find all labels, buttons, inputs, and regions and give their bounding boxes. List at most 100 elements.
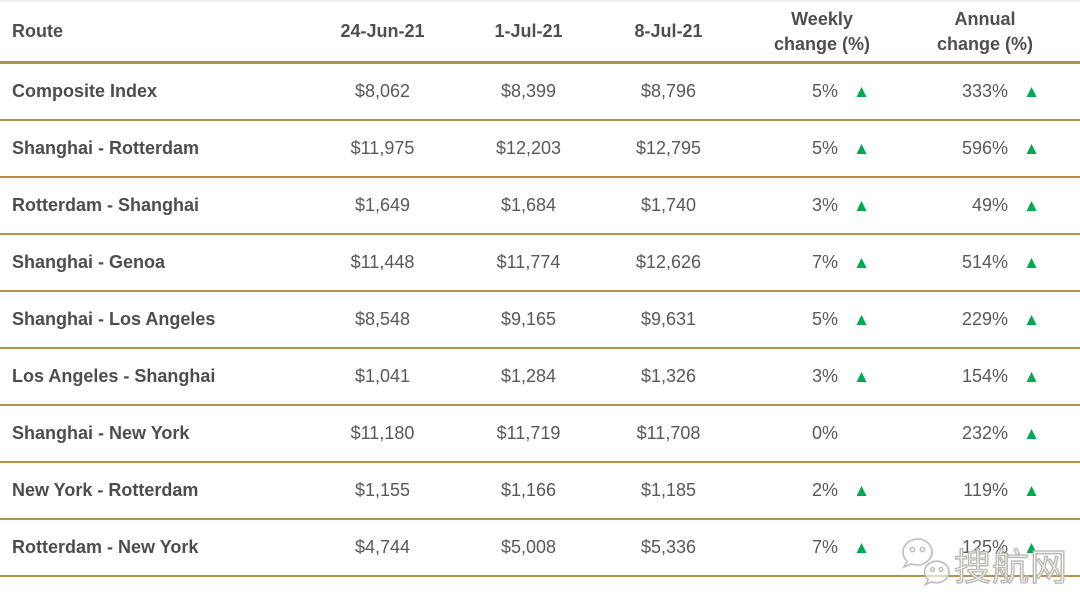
- weekly-change-value: 5%: [811, 81, 838, 101]
- rate-cell: $1,740: [640, 195, 697, 215]
- rate-cell: $11,719: [496, 423, 561, 443]
- up-arrow-icon: ▲: [1023, 309, 1040, 329]
- rate-cell: $1,166: [500, 480, 557, 500]
- col-header-annual-change: Annual change (%): [936, 9, 1033, 54]
- table-row-rotterdam-new-york: Rotterdam - New York $4,744 $5,008 $5,33…: [0, 520, 1080, 577]
- up-arrow-icon: ▲: [853, 138, 870, 158]
- table-row-shanghai-new-york: Shanghai - New York $11,180 $11,719 $11,…: [0, 406, 1080, 463]
- annual-change-value: 125%: [961, 537, 1008, 557]
- rate-cell: $5,008: [500, 537, 557, 557]
- table-header-row: Route 24-Jun-21 1-Jul-21 8-Jul-21 Weekly…: [0, 2, 1080, 64]
- weekly-change-value: 0%: [811, 423, 838, 443]
- annual-change-value: 119%: [963, 480, 1008, 500]
- annual-change-cell: 596% ▲: [890, 138, 1080, 159]
- col-header-1-jul-21: 1-Jul-21: [494, 21, 563, 41]
- annual-change-cell: 49% ▲: [890, 195, 1080, 216]
- table-row-shanghai-rotterdam: Shanghai - Rotterdam $11,975 $12,203 $12…: [0, 121, 1080, 178]
- weekly-change-cell: 7% ▲: [740, 537, 890, 558]
- rate-cell: $9,631: [640, 309, 697, 329]
- weekly-change-cell: 5% ▲: [740, 138, 890, 159]
- annual-change-cell: 514% ▲: [890, 252, 1080, 273]
- weekly-change-value: 7%: [811, 537, 838, 557]
- col-header-24-jun-21: 24-Jun-21: [340, 21, 425, 41]
- route-cell: Shanghai - New York: [12, 423, 190, 443]
- up-arrow-icon: ▲: [1023, 366, 1040, 386]
- weekly-change-value: 3%: [811, 366, 838, 386]
- rate-cell: $11,448: [350, 252, 415, 272]
- annual-change-value: 229%: [961, 309, 1008, 329]
- rate-cell: $4,744: [354, 537, 411, 557]
- rate-cell: $11,180: [350, 423, 415, 443]
- rate-cell: $8,548: [354, 309, 411, 329]
- weekly-change-cell: 5% ▲: [740, 309, 890, 330]
- weekly-change-cell: 7% ▲: [740, 252, 890, 273]
- rate-cell: $12,203: [495, 138, 562, 158]
- up-arrow-icon: ▲: [1023, 537, 1040, 557]
- up-arrow-icon: ▲: [853, 480, 870, 500]
- up-arrow-icon: ▲: [1023, 195, 1040, 215]
- rate-cell: $11,774: [496, 252, 561, 272]
- table-row-los-angeles-shanghai: Los Angeles - Shanghai $1,041 $1,284 $1,…: [0, 349, 1080, 406]
- annual-change-cell: 154% ▲: [890, 366, 1080, 387]
- rate-cell: $1,649: [354, 195, 411, 215]
- rate-cell: $8,062: [354, 81, 411, 101]
- route-cell: Shanghai - Los Angeles: [12, 309, 216, 329]
- up-arrow-icon: ▲: [853, 81, 870, 101]
- annual-change-value: 333%: [961, 81, 1008, 101]
- up-arrow-icon: ▲: [1023, 480, 1040, 500]
- weekly-change-cell: 3% ▲: [740, 195, 890, 216]
- col-header-route: Route: [12, 21, 63, 41]
- rate-cell: $11,975: [350, 138, 415, 158]
- weekly-change-cell: 3% ▲: [740, 366, 890, 387]
- up-arrow-icon: ▲: [1023, 81, 1040, 101]
- route-cell: Rotterdam - Shanghai: [12, 195, 200, 215]
- weekly-change-value: 5%: [811, 309, 838, 329]
- annual-change-value: 232%: [961, 423, 1008, 443]
- annual-change-cell: 333% ▲: [890, 81, 1080, 102]
- up-arrow-icon: ▲: [853, 252, 870, 272]
- rate-cell: $8,399: [500, 81, 557, 101]
- annual-change-value: 154%: [961, 366, 1008, 386]
- weekly-change-cell: 2% ▲: [740, 480, 890, 501]
- weekly-change-value: 3%: [811, 195, 838, 215]
- annual-change-cell: 232% ▲: [890, 423, 1080, 444]
- weekly-change-value: 7%: [811, 252, 838, 272]
- route-cell: Shanghai - Rotterdam: [12, 138, 200, 158]
- route-cell: Shanghai - Genoa: [12, 252, 166, 272]
- table-row-shanghai-los-angeles: Shanghai - Los Angeles $8,548 $9,165 $9,…: [0, 292, 1080, 349]
- table-row-shanghai-genoa: Shanghai - Genoa $11,448 $11,774 $12,626…: [0, 235, 1080, 292]
- weekly-change-value: 2%: [811, 480, 838, 500]
- weekly-change-value: 5%: [811, 138, 838, 158]
- up-arrow-icon: ▲: [1023, 423, 1040, 443]
- rate-cell: $12,795: [635, 138, 702, 158]
- table-row-composite-index: Composite Index $8,062 $8,399 $8,796 5% ▲…: [0, 64, 1080, 121]
- rate-cell: $9,165: [500, 309, 557, 329]
- rate-cell: $8,796: [640, 81, 697, 101]
- up-arrow-icon: ▲: [1023, 138, 1040, 158]
- route-cell: Rotterdam - New York: [12, 537, 199, 557]
- up-arrow-icon: ▲: [853, 537, 870, 557]
- col-header-8-jul-21: 8-Jul-21: [634, 21, 703, 41]
- up-arrow-icon: ▲: [1023, 252, 1040, 272]
- up-arrow-icon: ▲: [853, 195, 870, 215]
- route-cell: Composite Index: [12, 81, 158, 101]
- rate-cell: $1,684: [500, 195, 557, 215]
- annual-change-cell: 125% ▲: [890, 537, 1080, 558]
- rate-cell: $1,284: [500, 366, 557, 386]
- col-header-weekly-change: Weekly change (%): [773, 9, 870, 54]
- rate-cell: $5,336: [640, 537, 697, 557]
- rate-cell: $11,708: [636, 423, 701, 443]
- weekly-change-cell: 5% ▲: [740, 81, 890, 102]
- annual-change-cell: 119% ▲: [890, 480, 1080, 501]
- table-row-rotterdam-shanghai: Rotterdam - Shanghai $1,649 $1,684 $1,74…: [0, 178, 1080, 235]
- rate-cell: $1,041: [354, 366, 411, 386]
- weekly-change-cell: 0%: [740, 423, 890, 444]
- rate-cell: $12,626: [635, 252, 702, 272]
- up-arrow-icon: ▲: [853, 309, 870, 329]
- rate-cell: $1,326: [640, 366, 697, 386]
- route-cell: New York - Rotterdam: [12, 480, 199, 500]
- annual-change-value: 596%: [961, 138, 1008, 158]
- up-arrow-icon: ▲: [853, 366, 870, 386]
- annual-change-value: 49%: [971, 195, 1008, 215]
- table-row-new-york-rotterdam: New York - Rotterdam $1,155 $1,166 $1,18…: [0, 463, 1080, 520]
